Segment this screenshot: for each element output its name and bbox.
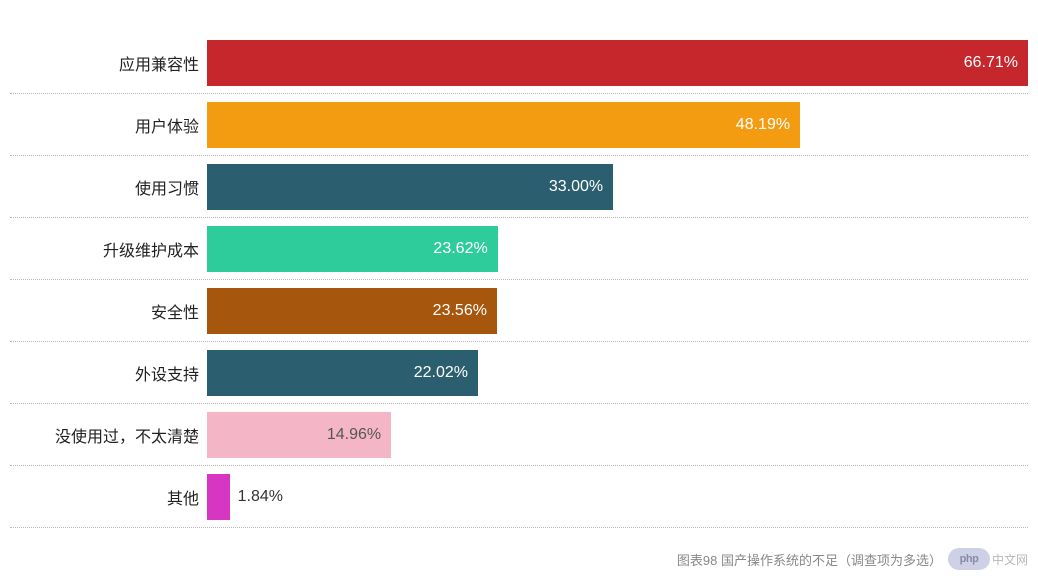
- bar: 23.62%: [207, 226, 498, 272]
- watermark: php 中文网: [948, 548, 1028, 570]
- bar-value: 14.96%: [327, 426, 381, 444]
- bar-label: 升级维护成本: [10, 237, 207, 261]
- bar-cell: 14.96%: [207, 412, 1028, 458]
- chart-row: 应用兼容性 66.71%: [10, 32, 1028, 94]
- bar-label: 使用习惯: [10, 175, 207, 199]
- bar-value: 48.19%: [736, 116, 790, 134]
- bar-cell: 23.62%: [207, 226, 1028, 272]
- bar-cell: 48.19%: [207, 102, 1028, 148]
- chart-row: 用户体验 48.19%: [10, 94, 1028, 156]
- bar-label: 用户体验: [10, 113, 207, 137]
- bar-value: 33.00%: [549, 178, 603, 196]
- bar-label: 应用兼容性: [10, 51, 207, 75]
- chart-row: 使用习惯 33.00%: [10, 156, 1028, 218]
- bar-value: 22.02%: [414, 364, 468, 382]
- bar-cell: 1.84%: [207, 474, 1028, 520]
- chart-row: 没使用过，不太清楚 14.96%: [10, 404, 1028, 466]
- bar-label: 没使用过，不太清楚: [10, 423, 207, 447]
- bar-label: 其他: [10, 485, 207, 509]
- chart-row: 外设支持 22.02%: [10, 342, 1028, 404]
- bar-cell: 66.71%: [207, 40, 1028, 86]
- bar-cell: 22.02%: [207, 350, 1028, 396]
- bar-value: 1.84%: [238, 488, 283, 506]
- chart-row: 安全性 23.56%: [10, 280, 1028, 342]
- footer: 图表98 国产操作系统的不足（调查项为多选） php 中文网: [677, 548, 1028, 570]
- bar: [207, 474, 230, 520]
- chart-row: 其他 1.84%: [10, 466, 1028, 528]
- chart-caption: 图表98 国产操作系统的不足（调查项为多选）: [677, 550, 942, 569]
- bar: 23.56%: [207, 288, 497, 334]
- bar: 48.19%: [207, 102, 800, 148]
- chart-area: 应用兼容性 66.71% 用户体验 48.19% 使用习惯 33.00% 升级维护成本 23.…: [0, 0, 1038, 528]
- bar-value: 66.71%: [964, 54, 1018, 72]
- bar-label: 安全性: [10, 299, 207, 323]
- bar: 66.71%: [207, 40, 1028, 86]
- bar: 33.00%: [207, 164, 613, 210]
- bar: 14.96%: [207, 412, 391, 458]
- bar-cell: 33.00%: [207, 164, 1028, 210]
- bar-value: 23.56%: [433, 302, 487, 320]
- bar-value: 23.62%: [433, 240, 487, 258]
- watermark-text: 中文网: [992, 551, 1028, 568]
- bar-cell: 23.56%: [207, 288, 1028, 334]
- php-logo-icon: php: [948, 548, 990, 570]
- bar-label: 外设支持: [10, 361, 207, 385]
- bar: 22.02%: [207, 350, 478, 396]
- chart-row: 升级维护成本 23.62%: [10, 218, 1028, 280]
